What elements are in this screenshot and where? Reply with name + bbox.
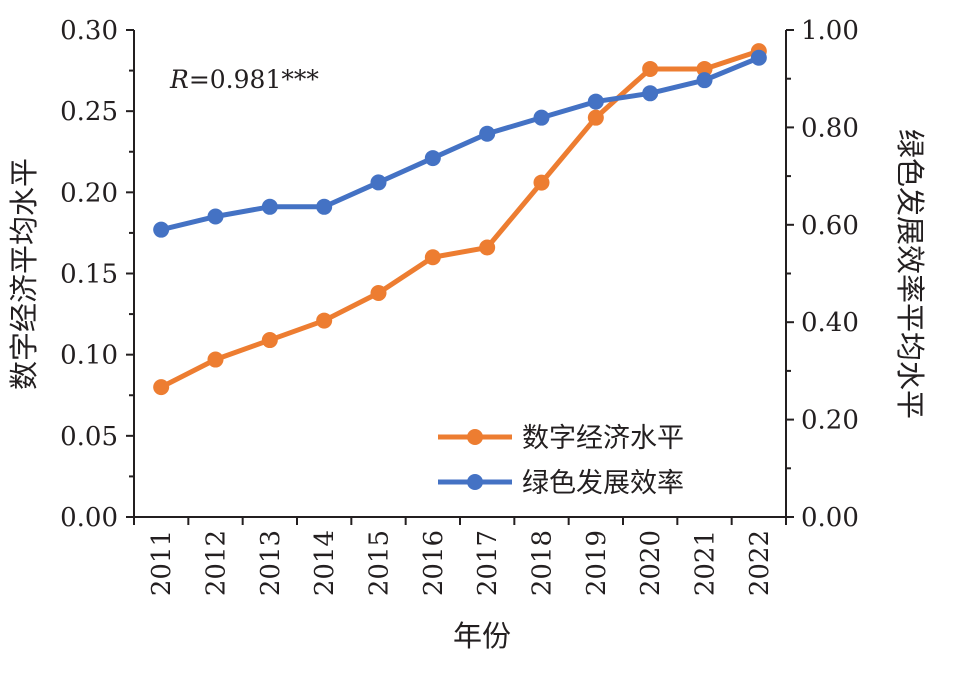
y-right-tick-label: 0.20 <box>801 406 859 436</box>
x-tick-label: 2018 <box>528 530 558 596</box>
y-left-tick-label: 0.05 <box>60 422 118 452</box>
y-left-tick-label: 0.25 <box>60 97 118 127</box>
data-point <box>370 174 387 191</box>
correlation-value: =0.981*** <box>189 65 320 94</box>
y-axis-right-label: 绿色发展效率平均水平 <box>893 129 927 419</box>
data-point <box>587 93 604 110</box>
series-line-green-efficiency <box>160 55 760 233</box>
y-left-tick-label: 0.00 <box>60 503 118 533</box>
tick-labels: 0.00 0.05 0.10 0.15 0.20 0.25 0.30 0.00 0.20 0.40… <box>60 16 859 596</box>
data-point <box>261 198 278 215</box>
x-tick-label: 2021 <box>691 530 721 596</box>
data-point <box>153 221 170 238</box>
data-point <box>696 72 713 89</box>
y-left-tick-label: 0.15 <box>60 260 118 290</box>
data-point <box>424 150 441 167</box>
data-point <box>153 379 170 396</box>
data-point <box>642 85 659 102</box>
data-point <box>370 284 387 301</box>
data-point <box>207 351 224 368</box>
y-right-tick-label: 0.40 <box>801 308 859 338</box>
data-point <box>261 332 278 349</box>
legend-label: 数字经济水平 <box>522 423 684 454</box>
correlation-annotation: R=0.981*** <box>169 65 319 94</box>
y-left-tick-label: 0.30 <box>60 16 118 46</box>
y-right-tick-label: 0.00 <box>801 503 859 533</box>
x-tick-label: 2015 <box>365 530 395 596</box>
x-tick-label: 2011 <box>147 530 177 596</box>
data-point <box>207 208 224 225</box>
data-point <box>696 60 713 77</box>
data-point <box>424 249 441 266</box>
x-tick-label: 2014 <box>310 530 340 596</box>
data-point <box>533 174 550 191</box>
x-tick-label: 2013 <box>256 530 286 596</box>
legend-label: 绿色发展效率 <box>522 468 684 499</box>
series-line-digital-economy <box>160 48 760 390</box>
data-point <box>316 312 333 329</box>
x-tick-label: 2016 <box>419 530 449 596</box>
data-point <box>642 60 659 77</box>
x-tick-label: 2020 <box>636 530 666 596</box>
data-point <box>479 125 496 142</box>
x-tick-label: 2019 <box>582 530 612 596</box>
data-point <box>587 109 604 126</box>
axes <box>126 29 794 525</box>
x-axis-label: 年份 <box>453 619 511 653</box>
data-point <box>750 49 767 66</box>
y-right-tick-label: 1.00 <box>801 16 859 46</box>
legend-swatch-marker <box>467 474 483 490</box>
y-axis-left-label: 数字经济平均水平 <box>7 158 41 390</box>
x-tick-label: 2017 <box>473 530 503 596</box>
x-tick-label: 2012 <box>202 530 232 596</box>
y-right-tick-label: 0.80 <box>801 113 859 143</box>
legend-swatch-marker <box>467 429 483 445</box>
data-point <box>479 239 496 256</box>
data-point <box>533 109 550 126</box>
y-left-tick-label: 0.20 <box>60 178 118 208</box>
y-left-tick-label: 0.10 <box>60 341 118 371</box>
series-lines <box>153 43 767 396</box>
data-point <box>316 198 333 215</box>
correlation-symbol: R <box>169 65 189 94</box>
x-tick-label: 2022 <box>745 530 775 596</box>
y-right-tick-label: 0.60 <box>801 211 859 241</box>
